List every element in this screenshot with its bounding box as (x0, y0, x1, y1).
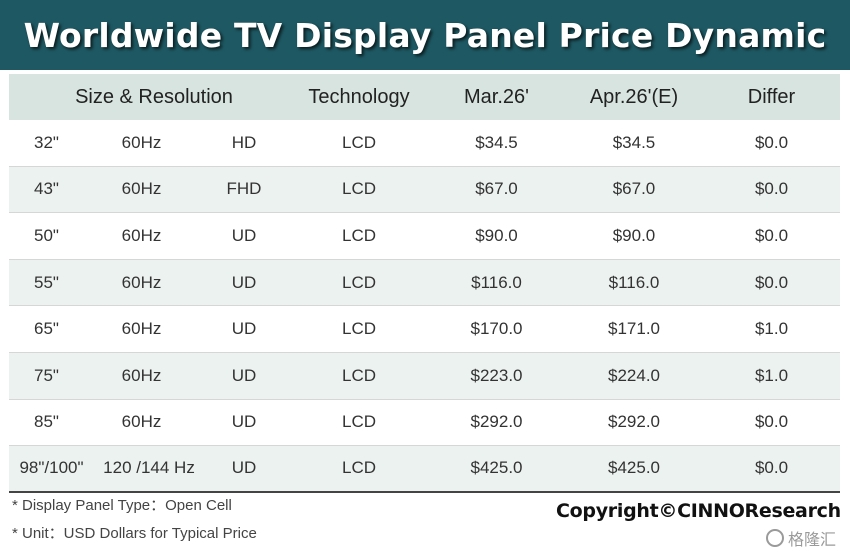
table-row: 75" 60Hz UD LCD $223.0 $224.0 $1.0 (9, 352, 840, 400)
cell-mar-price: $223.0 (470, 365, 523, 385)
cell-apr-price: $224.0 (608, 365, 660, 385)
cell-mar-price: $425.0 (470, 458, 523, 478)
cell-size: 55" (34, 272, 59, 292)
cell-differ: $1.0 (754, 365, 789, 385)
cell-size: 98"/100" (19, 458, 84, 478)
cell-size: 43" (34, 179, 59, 199)
cell-size: 85" (34, 412, 59, 432)
cell-size: 32" (34, 132, 59, 152)
cell-refresh-rate: 60Hz (121, 225, 162, 245)
cell-refresh-rate: 120 /144 Hz (103, 458, 195, 478)
price-table: Size & Resolution Technology Mar.26' Apr… (9, 74, 840, 493)
cell-apr-price: $90.0 (612, 225, 656, 245)
cell-resolution: UD (231, 319, 257, 339)
table-row: 32" 60Hz HD LCD $34.5 $34.5 $0.0 (9, 120, 840, 167)
cell-refresh-rate: 60Hz (121, 132, 162, 152)
cell-refresh-rate: 60Hz (121, 319, 162, 339)
cell-mar-price: $67.0 (475, 179, 518, 199)
table-row: 85" 60Hz UD LCD $292.0 $292.0 $0.0 (9, 400, 840, 447)
cell-technology: LCD (341, 225, 376, 245)
cell-resolution: FHD (226, 179, 262, 199)
cell-apr-price: $67.0 (612, 179, 656, 199)
cell-technology: LCD (341, 319, 376, 339)
table-row: 55" 60Hz UD LCD $116.0 $116.0 $0.0 (9, 259, 840, 307)
cell-mar-price: $90.0 (475, 225, 518, 245)
page-title: Worldwide TV Display Panel Price Dynamic (23, 15, 827, 55)
cell-refresh-rate: 60Hz (121, 412, 162, 432)
cell-technology: LCD (341, 179, 376, 199)
cell-differ: $0.0 (754, 179, 789, 199)
cell-technology: LCD (341, 272, 376, 292)
header-apr: Apr.26'(E) (589, 85, 679, 108)
cell-differ: $0.0 (754, 272, 789, 292)
cell-apr-price: $171.0 (608, 319, 660, 339)
cell-differ: $1.0 (754, 319, 789, 339)
copyright-text: Copyright©CINNOResearch (556, 500, 841, 522)
cell-mar-price: $170.0 (470, 319, 523, 339)
cell-apr-price: $116.0 (608, 272, 660, 292)
header-mar: Mar.26' (464, 85, 529, 108)
cell-refresh-rate: 60Hz (121, 365, 162, 385)
cell-mar-price: $116.0 (471, 272, 522, 292)
cell-differ: $0.0 (754, 458, 789, 478)
footnote-unit: * Unit：USD Dollars for Typical Price (12, 525, 257, 542)
watermark: 格隆汇 (766, 526, 836, 550)
table-header: Size & Resolution Technology Mar.26' Apr… (9, 74, 840, 120)
cell-technology: LCD (341, 365, 376, 385)
header-differ: Differ (747, 85, 796, 108)
cell-resolution: UD (231, 225, 257, 245)
cell-differ: $0.0 (754, 412, 789, 432)
header-size-resolution: Size & Resolution (75, 85, 233, 108)
table-row: 98"/100" 120 /144 Hz UD LCD $425.0 $425.… (9, 446, 840, 493)
cell-technology: LCD (341, 132, 376, 152)
cell-resolution: UD (231, 458, 257, 478)
footnote-panel-type: * Display Panel Type：Open Cell (12, 497, 232, 514)
cell-technology: LCD (341, 412, 376, 432)
cell-resolution: UD (231, 412, 257, 432)
cell-refresh-rate: 60Hz (121, 179, 162, 199)
cell-resolution: UD (231, 272, 257, 292)
title-banner: Worldwide TV Display Panel Price Dynamic (0, 0, 850, 70)
cell-differ: $0.0 (754, 132, 789, 152)
cell-apr-price: $425.0 (608, 458, 660, 478)
header-technology: Technology (308, 85, 410, 108)
table-row: 65" 60Hz UD LCD $170.0 $171.0 $1.0 (9, 306, 840, 353)
cell-refresh-rate: 60Hz (121, 272, 162, 292)
cell-mar-price: $34.5 (475, 132, 518, 152)
table-row: 43" 60Hz FHD LCD $67.0 $67.0 $0.0 (9, 166, 840, 214)
cell-resolution: HD (231, 132, 257, 152)
cell-mar-price: $292.0 (470, 412, 523, 432)
cell-differ: $0.0 (754, 225, 789, 245)
cell-technology: LCD (341, 458, 376, 478)
cell-resolution: UD (231, 365, 257, 385)
watermark-text: 格隆汇 (788, 532, 837, 549)
cell-size: 75" (34, 365, 59, 385)
cell-apr-price: $34.5 (612, 132, 656, 152)
watermark-logo-icon (766, 529, 784, 547)
cell-size: 50" (34, 225, 59, 245)
cell-apr-price: $292.0 (608, 412, 660, 432)
table-row: 50" 60Hz UD LCD $90.0 $90.0 $0.0 (9, 213, 840, 260)
cell-size: 65" (34, 319, 59, 339)
